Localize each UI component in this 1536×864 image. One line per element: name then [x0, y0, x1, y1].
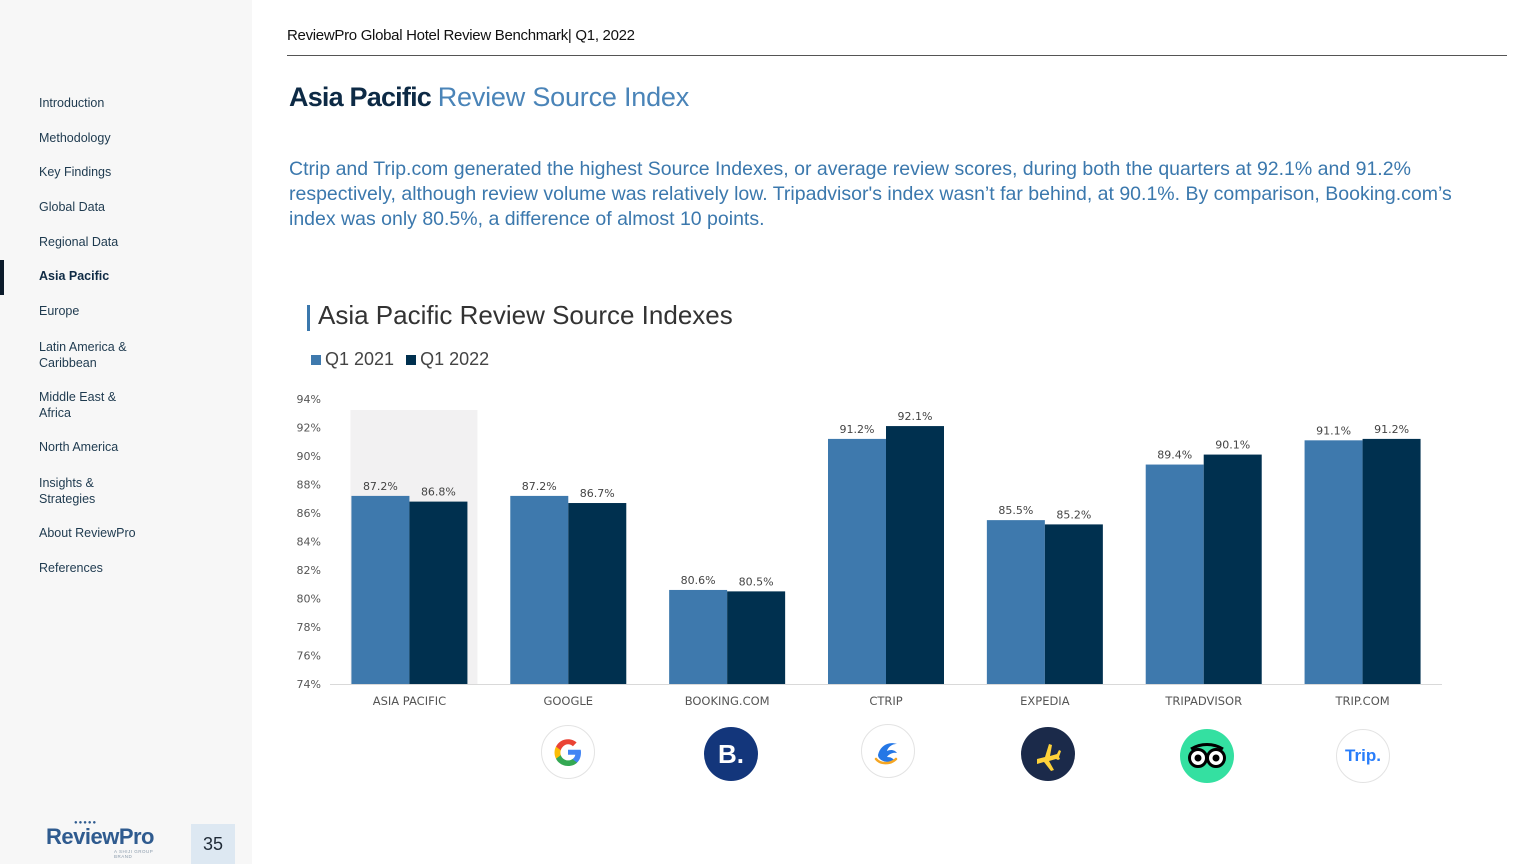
trip-com-icon: Trip. [1336, 729, 1390, 783]
active-indicator [0, 260, 4, 295]
sidebar-item-europe[interactable]: Europe [39, 304, 80, 318]
expedia-icon [1021, 727, 1075, 781]
chart-title-accent [307, 305, 310, 331]
bar-q1-2021 [510, 495, 569, 684]
data-label: 91.2% [840, 423, 875, 436]
header-separator: | [567, 27, 572, 44]
intro-paragraph: Ctrip and Trip.com generated the highest… [289, 158, 1452, 230]
header-divider [287, 55, 1507, 56]
data-label: 90.1% [1215, 439, 1250, 452]
sidebar-item-north-america[interactable]: North America [39, 440, 119, 454]
page-title-light: Review Source Index [437, 82, 690, 112]
data-label: 85.5% [998, 504, 1033, 517]
data-label: 91.2% [1374, 423, 1409, 436]
bar-q1-2022 [1362, 438, 1421, 684]
page-title: Asia Pacific Review Source Index [289, 82, 689, 113]
chart-legend: Q1 2021 Q1 2022 [311, 349, 501, 370]
legend-swatch-q1-2021 [311, 354, 321, 365]
x-tick-label: EXPEDIA [1020, 694, 1070, 708]
data-label: 92.1% [898, 410, 933, 423]
x-tick-label: ASIA PACIFIC [373, 694, 446, 708]
trip-com-glyph: Trip. [1345, 746, 1381, 765]
data-label: 86.7% [580, 487, 615, 500]
x-tick-label: TRIP.COM [1334, 694, 1389, 708]
bar-q1-2021 [669, 589, 728, 684]
y-tick-label: 88% [297, 479, 321, 492]
sidebar-item-about[interactable]: About ReviewPro [39, 526, 136, 540]
page-title-bold: Asia Pacific [289, 82, 432, 112]
data-label: 86.8% [421, 486, 456, 499]
legend-item-q1-2022: Q1 2022 [406, 349, 489, 370]
google-icon [541, 725, 595, 779]
data-label: 80.6% [681, 574, 716, 587]
logo-text: ReviewPro [46, 824, 155, 849]
bar-q1-2021 [1304, 440, 1363, 684]
y-tick-label: 86% [297, 507, 321, 520]
sidebar-item-methodology[interactable]: Methodology [39, 131, 111, 145]
legend-item-q1-2021: Q1 2021 [311, 349, 394, 370]
y-tick-label: 92% [297, 422, 321, 435]
bar-q1-2022 [727, 591, 786, 684]
data-label: 85.2% [1056, 508, 1091, 521]
data-label: 87.2% [522, 480, 557, 493]
y-tick-label: 84% [297, 536, 321, 549]
reviewpro-logo[interactable]: ●●●●● ReviewPro A SHIJI GROUP BRAND [46, 820, 166, 859]
data-label: 89.4% [1157, 449, 1192, 462]
y-tick-label: 90% [297, 450, 321, 463]
bar-q1-2022 [409, 501, 468, 684]
x-tick-label: TRIPADVISOR [1164, 694, 1242, 708]
tripadvisor-icon [1180, 729, 1234, 783]
x-tick-label: GOOGLE [543, 694, 593, 708]
booking-glyph: B. [718, 738, 744, 769]
sidebar-item-latin-america[interactable]: Latin America & Caribbean [39, 340, 127, 370]
data-label: 91.1% [1316, 424, 1351, 437]
bar-q1-2022 [1203, 454, 1262, 684]
y-tick-label: 80% [297, 593, 321, 606]
x-tick-label: BOOKING.COM [685, 694, 770, 708]
y-tick-label: 78% [297, 621, 321, 634]
bar-q1-2022 [568, 503, 627, 684]
sidebar-item-insights[interactable]: Insights & Strategies [39, 476, 96, 506]
bar-q1-2021 [828, 438, 886, 684]
sidebar: Introduction Methodology Key Findings Gl… [0, 0, 252, 864]
page-number: 35 [191, 824, 235, 864]
sidebar-item-references[interactable]: References [39, 561, 103, 575]
sidebar-item-asia-pacific[interactable]: Asia Pacific [39, 269, 110, 283]
logo-tagline: A SHIJI GROUP BRAND [114, 849, 154, 859]
logo-dots-icon: ●●●●● [74, 820, 98, 826]
bar-q1-2021 [986, 520, 1045, 684]
sidebar-item-regional-data[interactable]: Regional Data [39, 235, 119, 249]
y-tick-label: 76% [297, 650, 321, 663]
bar-q1-2021 [1145, 464, 1204, 684]
legend-label-q1-2021: Q1 2021 [325, 349, 395, 369]
report-period: Q1, 2022 [575, 27, 635, 44]
bar-q1-2022 [886, 426, 944, 684]
data-label: 80.5% [739, 575, 774, 588]
sidebar-item-introduction[interactable]: Introduction [39, 96, 105, 110]
bar-q1-2021 [351, 495, 410, 684]
booking-icon: B. [704, 727, 758, 781]
sidebar-item-key-findings[interactable]: Key Findings [39, 165, 112, 179]
report-header: ReviewPro Global Hotel Review Benchmark|… [287, 27, 635, 44]
legend-label-q1-2022: Q1 2022 [420, 349, 490, 369]
chart-title: Asia Pacific Review Source Indexes [318, 300, 733, 330]
bar-q1-2022 [1044, 524, 1103, 684]
report-title: ReviewPro Global Hotel Review Benchmark [287, 27, 568, 44]
sidebar-item-global-data[interactable]: Global Data [39, 200, 106, 214]
ctrip-icon [861, 724, 915, 778]
x-tick-label: CTRIP [869, 694, 902, 708]
data-label: 87.2% [363, 480, 398, 493]
y-tick-label: 82% [297, 564, 321, 577]
y-tick-label: 94% [297, 393, 321, 406]
y-tick-label: 74% [297, 678, 321, 691]
sidebar-item-middle-east[interactable]: Middle East & Africa [39, 390, 117, 420]
legend-swatch-q1-2022 [406, 354, 417, 365]
